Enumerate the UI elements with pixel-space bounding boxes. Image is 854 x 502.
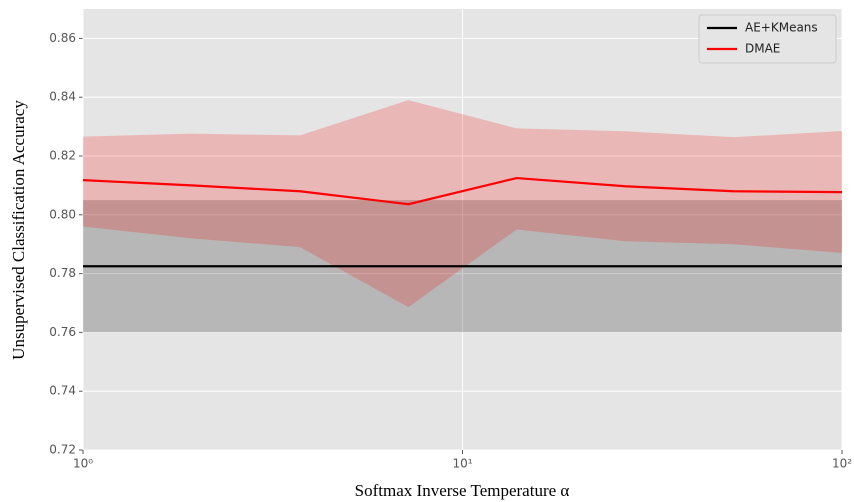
y-tick-label: 0.84: [49, 90, 76, 104]
legend-label: AE+KMeans: [745, 21, 818, 35]
x-axis-label: Softmax Inverse Temperature α: [355, 481, 570, 500]
y-tick-label: 0.80: [49, 207, 76, 221]
x-tick-label: 10¹: [452, 457, 472, 471]
y-tick-label: 0.74: [49, 384, 76, 398]
y-tick-label: 0.76: [49, 325, 76, 339]
y-axis-label: Unsupervised Classification Accuracy: [9, 100, 28, 360]
series-line: [82, 176, 843, 206]
y-tick-label: 0.72: [49, 443, 76, 457]
y-tick-label: 0.86: [49, 31, 76, 45]
x-tick-label: 10²: [832, 457, 852, 471]
confidence-band: [83, 100, 842, 308]
y-tick-label: 0.78: [49, 266, 76, 280]
y-tick-label: 0.82: [49, 149, 76, 163]
legend-label: DMAE: [745, 42, 780, 56]
x-tick-label: 10⁰: [73, 457, 93, 471]
